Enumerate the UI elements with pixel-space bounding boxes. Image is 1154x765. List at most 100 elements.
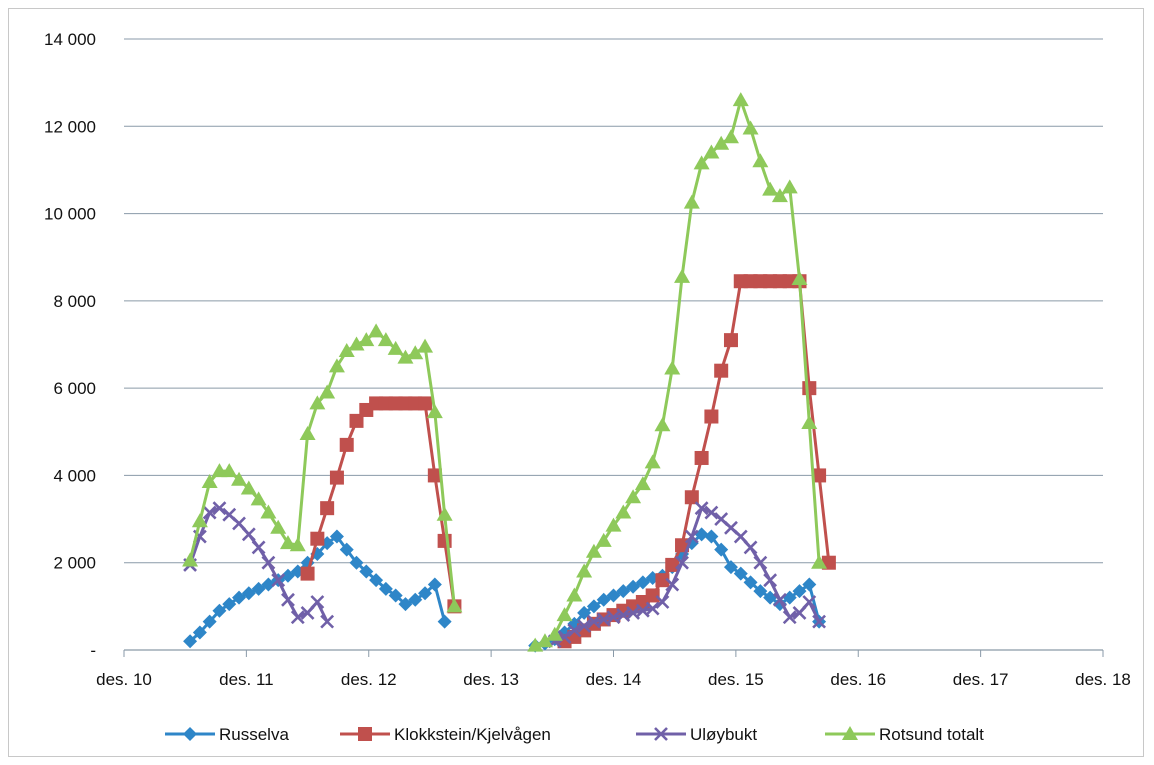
x-tick-label: des. 14	[586, 670, 642, 689]
data-point	[309, 395, 326, 410]
data-point	[577, 619, 592, 633]
data-point	[378, 581, 393, 596]
y-axis-ticks: - 2 000 4 000 6 000 8 000 10 000 12 000 14 000	[44, 30, 96, 660]
data-point	[281, 592, 295, 607]
data-point	[684, 490, 699, 505]
data-point	[742, 120, 759, 135]
data-point	[802, 381, 817, 396]
data-point	[300, 566, 315, 581]
data-point	[743, 540, 758, 555]
data-point	[771, 188, 788, 203]
data-point	[310, 531, 325, 546]
series-2	[183, 501, 827, 649]
data-point	[812, 468, 827, 483]
data-point	[408, 592, 423, 607]
data-point	[319, 384, 336, 399]
data-point	[358, 332, 375, 347]
legend-marker	[654, 727, 668, 741]
data-point	[377, 332, 394, 347]
legend-item: Uløybukt	[636, 725, 757, 744]
data-point	[388, 588, 403, 603]
data-point	[644, 454, 661, 469]
y-tick-label: 2 000	[53, 554, 96, 573]
data-point	[222, 597, 237, 612]
data-point	[802, 595, 817, 609]
data-point	[732, 92, 749, 107]
legend: Russelva Klokkstein/Kjelvågen Uløybukt Rots…	[165, 725, 984, 744]
data-point	[703, 144, 720, 159]
data-point	[437, 533, 452, 548]
data-point	[427, 468, 442, 483]
series-layer	[182, 92, 836, 653]
data-point	[241, 586, 256, 601]
x-axis-ticks: des. 10 des. 11 des. 12 des. 13 des. 14 des. …	[96, 650, 1131, 689]
data-point	[792, 584, 807, 599]
data-point	[753, 584, 768, 599]
data-point	[595, 532, 612, 547]
data-point	[339, 437, 354, 452]
y-tick-label: 14 000	[44, 30, 96, 49]
legend-label: Uløybukt	[690, 725, 757, 744]
series-0	[183, 527, 827, 653]
data-point	[261, 577, 276, 592]
legend-marker	[358, 727, 372, 741]
x-tick-label: des. 10	[96, 670, 152, 689]
data-point	[654, 417, 671, 432]
data-point	[781, 179, 798, 194]
data-point	[329, 470, 344, 485]
data-point	[397, 349, 414, 364]
legend-item: Russelva	[165, 725, 289, 744]
data-point	[299, 425, 316, 440]
data-point	[359, 564, 374, 579]
data-point	[722, 129, 739, 144]
data-point	[616, 584, 631, 599]
data-point	[241, 527, 256, 542]
x-tick-label: des. 13	[463, 670, 519, 689]
data-point	[792, 605, 807, 620]
x-tick-label: des. 11	[219, 670, 274, 689]
data-point	[557, 629, 572, 644]
data-point	[427, 577, 442, 592]
data-point	[212, 603, 227, 618]
series-line	[554, 506, 821, 643]
data-point	[675, 555, 689, 570]
data-point	[231, 471, 248, 486]
data-point	[251, 540, 266, 555]
data-point	[279, 535, 296, 550]
data-point	[683, 194, 700, 209]
data-point	[182, 552, 199, 567]
legend-marker	[842, 726, 858, 740]
x-tick-label: des. 18	[1075, 670, 1131, 689]
data-point	[418, 586, 433, 601]
data-point	[338, 343, 355, 358]
data-point	[387, 340, 404, 355]
data-point	[713, 135, 730, 150]
legend-marker	[183, 727, 197, 741]
data-point	[811, 554, 828, 569]
data-point	[446, 598, 463, 613]
data-point	[567, 623, 582, 638]
legend-label: Russelva	[219, 725, 289, 744]
data-point	[349, 555, 364, 570]
data-point	[694, 450, 709, 465]
data-point	[753, 555, 768, 570]
data-point	[556, 607, 573, 622]
data-point	[733, 529, 748, 544]
x-tick-label: des. 15	[708, 670, 764, 689]
y-tick-label: 10 000	[44, 205, 96, 224]
data-point	[271, 573, 286, 588]
data-point	[192, 625, 207, 640]
data-point	[240, 480, 257, 495]
data-point	[634, 476, 651, 491]
data-point	[418, 396, 433, 411]
data-point	[684, 529, 699, 544]
data-point	[645, 588, 660, 603]
data-point	[212, 501, 227, 516]
data-point	[812, 614, 827, 629]
data-point	[289, 537, 306, 552]
data-point	[251, 581, 266, 596]
data-point	[773, 592, 787, 607]
data-point	[369, 573, 384, 588]
data-point	[586, 599, 601, 614]
data-point	[280, 568, 295, 583]
